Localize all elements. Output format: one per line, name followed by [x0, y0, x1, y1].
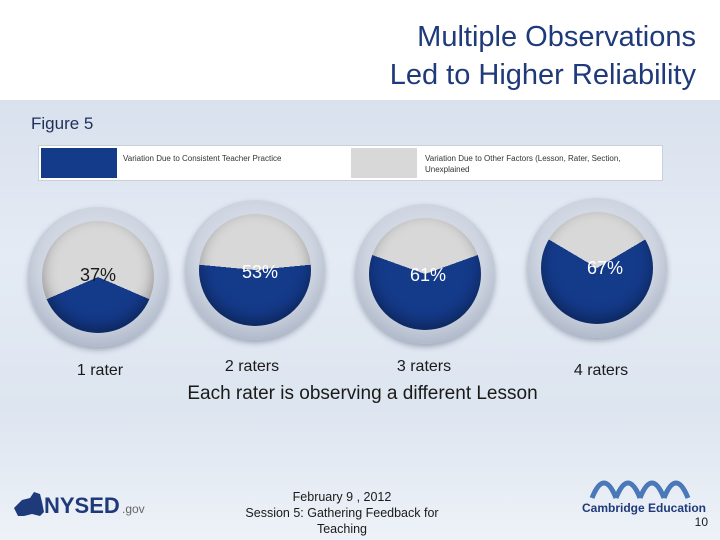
subcaption: Each rater is observing a different Less… — [187, 383, 538, 404]
pie-category-label-2: 2 raters — [224, 358, 280, 375]
nysed-logo-text: NYSED — [44, 493, 120, 518]
pie-percent-label-4: 67% — [586, 258, 624, 278]
title-line-1: Multiple Observations — [417, 21, 696, 53]
pie-slice-consistent-4 — [541, 212, 653, 324]
nysed-logo-suffix: .gov — [122, 502, 145, 516]
pie-slice-consistent-3 — [369, 218, 481, 330]
title-line-2: Led to Higher Reliability — [389, 59, 696, 91]
footer-session-cont: Teaching — [316, 522, 368, 536]
arches-icon — [589, 480, 691, 499]
legend-label-consistent: Variation Due to Consistent Teacher Prac… — [123, 154, 282, 163]
pie-percent-label-3: 61% — [409, 265, 447, 285]
legend-swatch-consistent — [41, 148, 117, 178]
cambridge-education-logo: Cambridge Education — [582, 480, 706, 515]
pie-category-label-3: 3 raters — [396, 358, 452, 375]
pie-slice-consistent-2 — [199, 214, 311, 326]
pie-percent-label-2: 53% — [241, 262, 279, 282]
legend-swatch-other — [351, 148, 417, 178]
footer-session-info: February 9 , 2012 Session 5: Gathering F… — [222, 489, 462, 537]
slide-title: Multiple Observations Led to Higher Reli… — [390, 18, 696, 94]
footer-date: February 9 , 2012 — [292, 490, 392, 504]
pie-category-label-4: 4 raters — [573, 362, 629, 379]
pie-percent-label-1: 37% — [79, 265, 117, 285]
cambridge-education-text: Cambridge Education — [582, 501, 706, 515]
pie-category-label-1: 1 rater — [76, 362, 124, 379]
page-number: 10 — [694, 515, 708, 529]
footer-session: Session 5: Gathering Feedback for — [245, 506, 439, 520]
pie-slice-consistent-1 — [42, 221, 154, 333]
new-york-state-shape-icon — [14, 492, 44, 516]
chart-legend: Variation Due to Consistent Teacher Prac… — [38, 145, 663, 181]
figure-label: Figure 5 — [31, 114, 94, 133]
nysed-logo: NYSED .gov — [14, 492, 145, 518]
legend-label-other: Variation Due to Other Factors (Lesson, … — [425, 154, 621, 174]
header-band — [0, 0, 720, 100]
